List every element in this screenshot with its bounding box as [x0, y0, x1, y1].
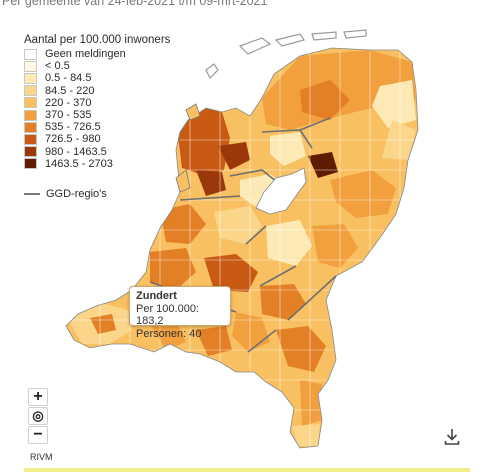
legend-item: 370 - 535: [24, 109, 170, 121]
legend-swatch: [24, 48, 37, 60]
tooltip-title: Zundert: [136, 290, 177, 302]
tooltip-count: Personen: 40: [136, 327, 202, 340]
legend-swatch: [24, 72, 37, 84]
map-subtitle: Per gemeente van 24-feb-2021 t/m 09-mrt-…: [2, 0, 268, 8]
download-icon[interactable]: [444, 428, 460, 446]
legend-title: Aantal per 100.000 inwoners: [24, 34, 171, 46]
zoom-out-button[interactable]: −: [28, 426, 48, 444]
bottom-bar: [24, 468, 470, 472]
ggd-region-label: GGD-regio's: [46, 188, 107, 200]
legend-label: 1463.5 - 2703: [45, 157, 113, 170]
legend-swatch: [24, 121, 37, 133]
ggd-line-icon: [24, 193, 40, 195]
legend-item: 1463.5 - 2703: [24, 158, 170, 170]
legend-swatch: [24, 85, 37, 97]
legend-swatch: [24, 133, 37, 145]
legend-item: 0.5 - 84.5: [24, 72, 170, 84]
legend-swatch: [24, 146, 37, 158]
legend-label: 535 - 726.5: [45, 121, 101, 134]
reset-view-button[interactable]: ◎: [28, 407, 48, 425]
legend-label: 220 - 370: [45, 96, 92, 109]
legend-label: < 0.5: [45, 60, 70, 73]
legend-item: Geen meldingen: [24, 48, 170, 60]
municipality-tooltip: Zundert Per 100.000: 183,2 Personen: 40: [129, 286, 231, 340]
legend-item: 84.5 - 220: [24, 85, 170, 97]
legend-label: 370 - 535: [45, 109, 92, 122]
legend-swatch: [24, 60, 37, 72]
zoom-in-button[interactable]: +: [28, 388, 48, 406]
legend-item: 726.5 - 980: [24, 133, 170, 145]
legend: Aantal per 100.000 inwoners Geen melding…: [24, 34, 170, 170]
legend-swatch: [24, 158, 37, 170]
legend-label: Geen meldingen: [45, 48, 126, 61]
legend-label: 84.5 - 220: [45, 84, 95, 97]
legend-item: 535 - 726.5: [24, 121, 170, 133]
legend-label: 0.5 - 84.5: [45, 72, 92, 85]
legend-item: < 0.5: [24, 60, 170, 72]
legend-label: 726.5 - 980: [45, 133, 101, 146]
tooltip-rate: Per 100.000: 183,2: [136, 302, 199, 328]
legend-item: 220 - 370: [24, 97, 170, 109]
legend-swatch: [24, 109, 37, 121]
legend-item: 980 - 1463.5: [24, 146, 170, 158]
legend-label: 980 - 1463.5: [45, 145, 107, 158]
ggd-region-legend: GGD-regio's: [24, 188, 107, 200]
source-credit: RIVM: [30, 452, 53, 462]
legend-swatch: [24, 97, 37, 109]
